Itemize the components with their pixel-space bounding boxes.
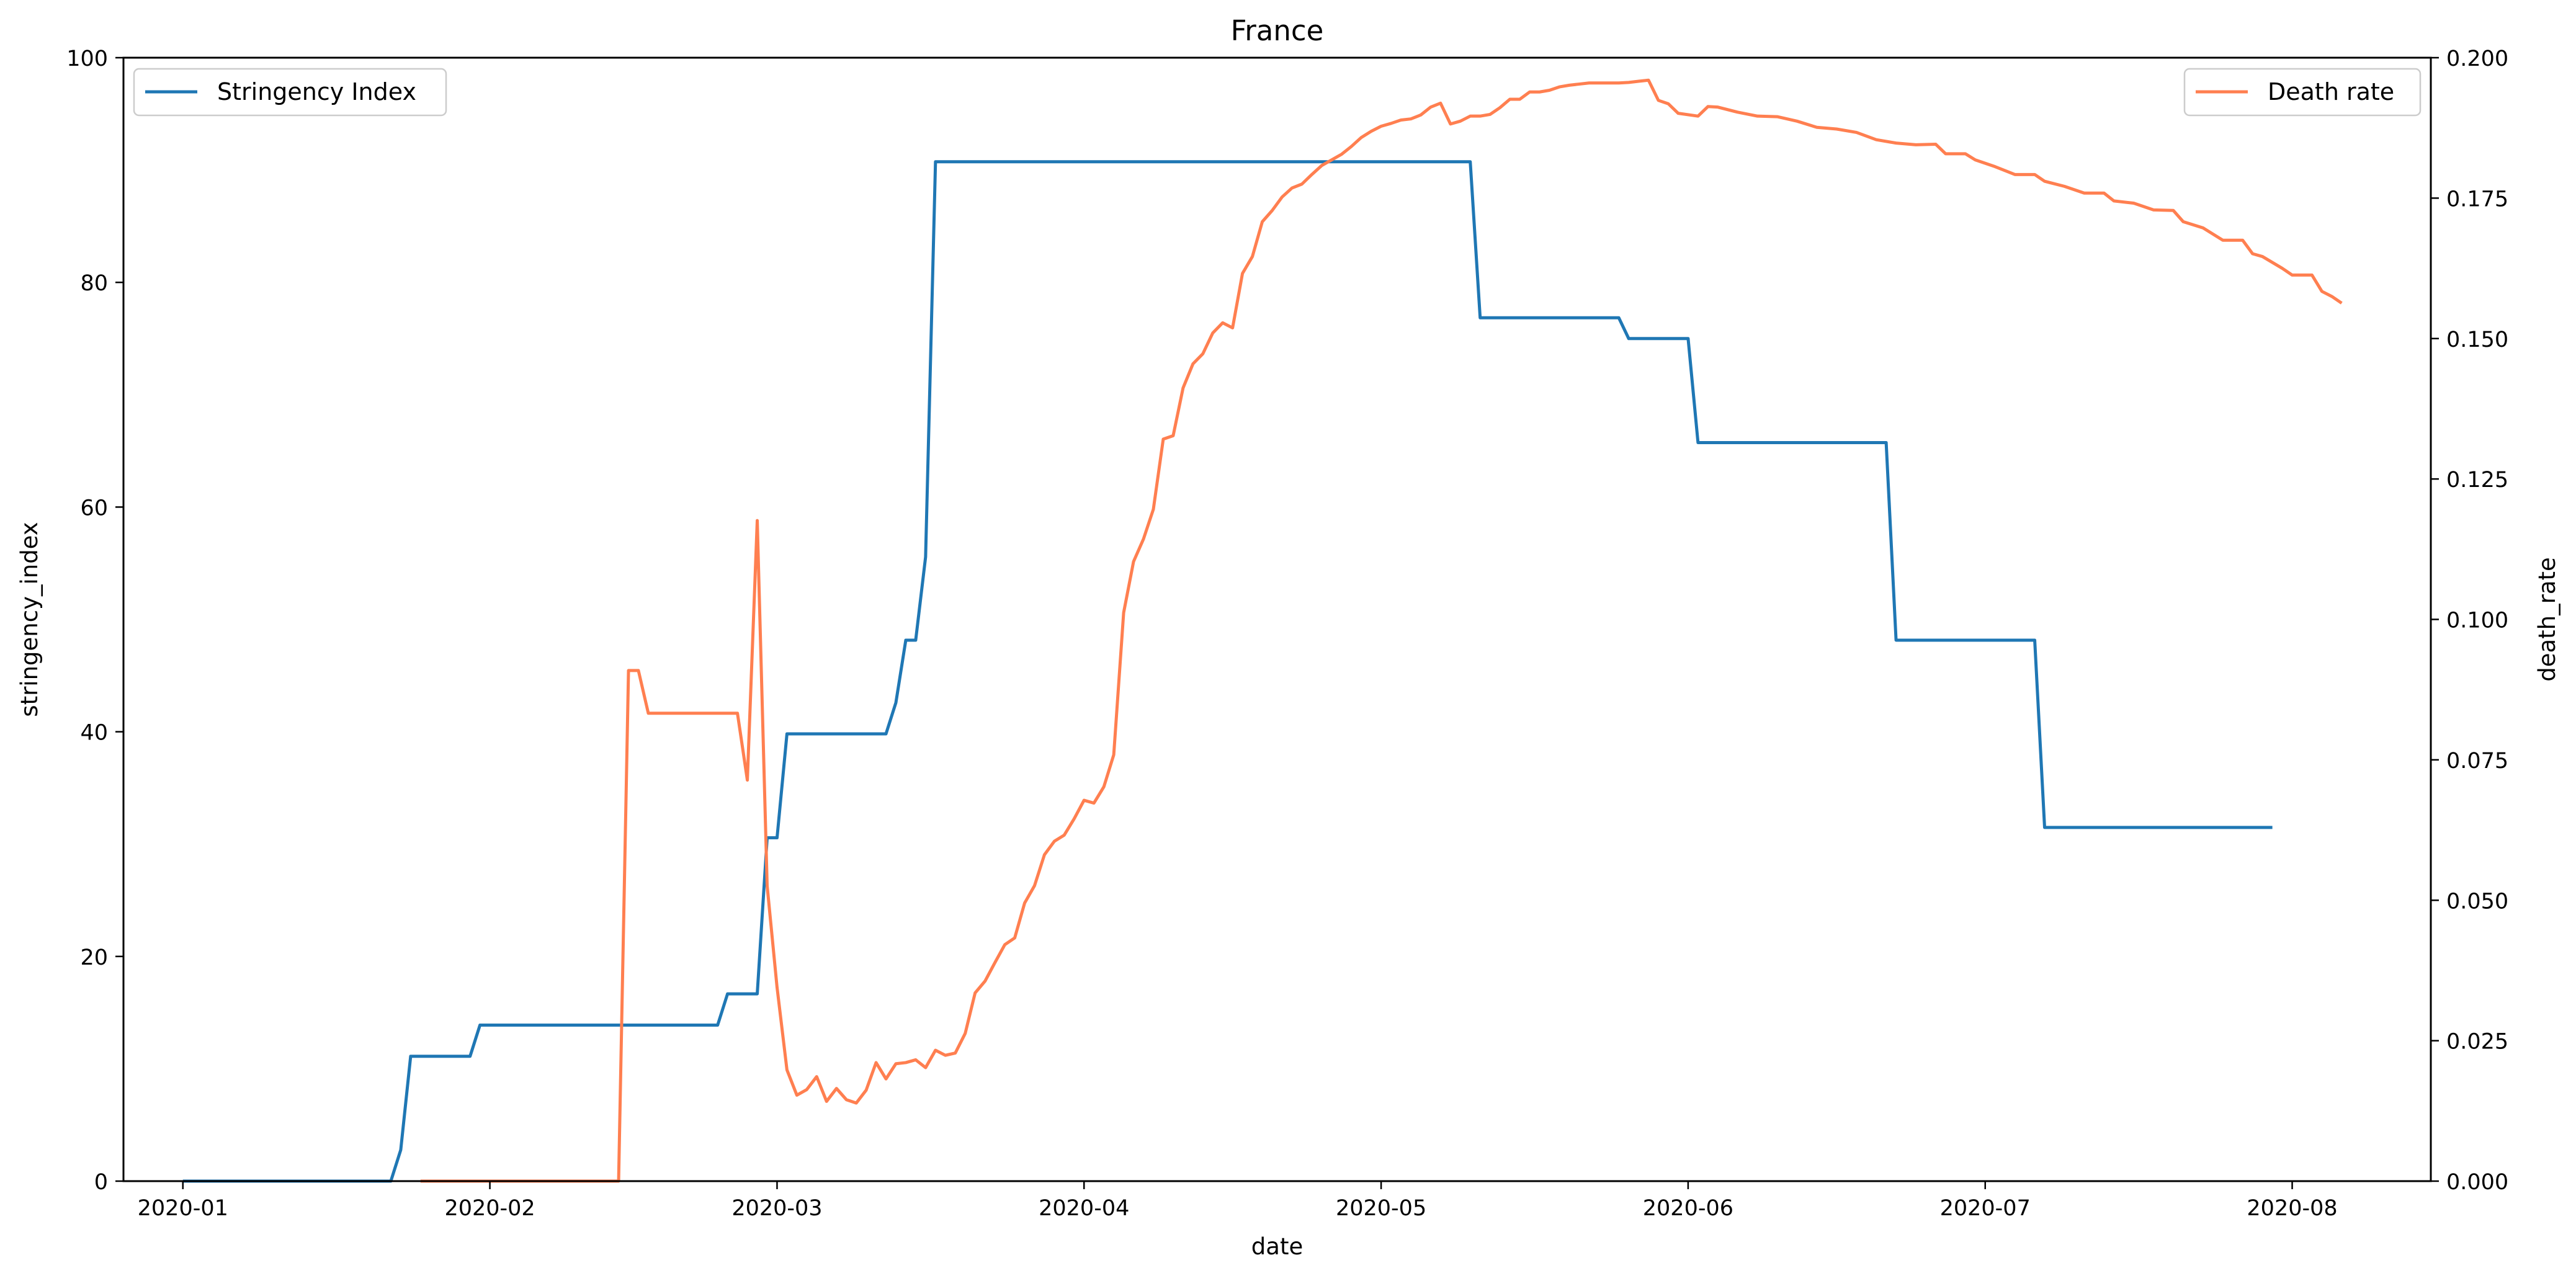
y-left-axis-label: stringency_index — [16, 522, 43, 716]
x-tick-label: 2020-07 — [1940, 1196, 2031, 1221]
y-right-tick-label: 0.025 — [2446, 1030, 2508, 1055]
plot-frame — [122, 56, 2432, 1182]
stringency-index-line — [182, 160, 2273, 1183]
x-tick-label: 2020-03 — [731, 1196, 822, 1221]
series-layer — [182, 78, 2343, 1183]
y-right-tick-label: 0.200 — [2446, 47, 2508, 71]
legend-death-rate: Death rate — [2183, 68, 2422, 117]
legend-box — [133, 68, 447, 117]
y-left-tick-label: 40 — [80, 721, 108, 746]
x-tick-label: 2020-04 — [1039, 1196, 1129, 1221]
y-right-tick-label: 0.150 — [2446, 328, 2508, 352]
x-tick-label: 2020-06 — [1643, 1196, 1733, 1221]
y-right-tick-label: 0.100 — [2446, 609, 2508, 633]
chart-title: France — [1231, 14, 1324, 47]
x-tick-label: 2020-05 — [1336, 1196, 1426, 1221]
y-right-tick-label: 0.050 — [2446, 889, 2508, 914]
y-right-axis-label: death_rate — [2534, 557, 2560, 682]
y-right-tick-label: 0.000 — [2446, 1170, 2508, 1195]
x-tick-label: 2020-02 — [444, 1196, 535, 1221]
legend-label-stringency: Stringency Index — [217, 78, 416, 105]
legend-label-death-rate: Death rate — [2268, 78, 2394, 105]
y-right-tick-label: 0.175 — [2446, 187, 2508, 212]
x-axis-label: date — [1251, 1233, 1303, 1260]
y-left-tick-label: 60 — [80, 496, 108, 520]
legend-box — [2183, 68, 2422, 117]
x-tick-label: 2020-08 — [2247, 1196, 2337, 1221]
ticks-layer: 2020-01 2020-02 2020-03 2020-04 2020-05 2020-… — [66, 47, 2508, 1221]
y-left-tick-label: 80 — [80, 271, 108, 296]
x-tick-label: 2020-01 — [138, 1196, 228, 1221]
y-right-tick-label: 0.075 — [2446, 749, 2508, 774]
y-left-tick-label: 100 — [66, 47, 108, 71]
y-right-tick-label: 0.125 — [2446, 468, 2508, 493]
y-left-tick-label: 20 — [80, 945, 108, 970]
y-left-tick-label: 0 — [94, 1170, 108, 1195]
legend-stringency: Stringency Index — [133, 68, 447, 117]
death-rate-line — [420, 78, 2343, 1183]
